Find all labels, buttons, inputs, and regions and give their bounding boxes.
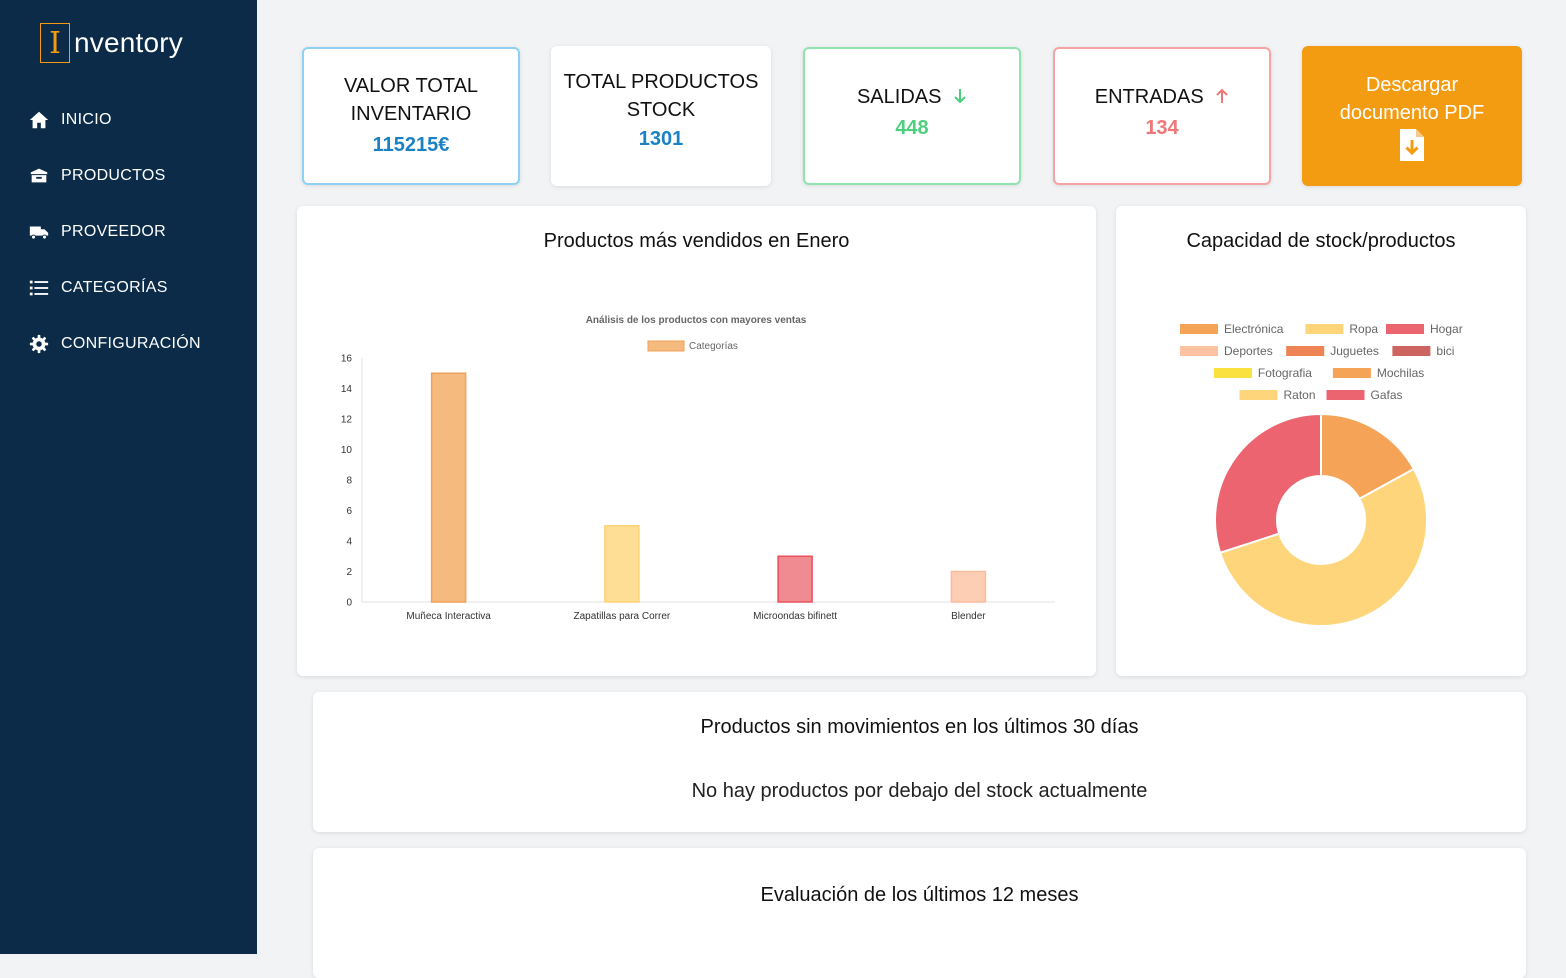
x-tick-label: Microondas bifinett (753, 611, 837, 622)
sidebar-item-label: INICIO (61, 111, 112, 128)
bar (604, 525, 640, 603)
stat-title: ENTRADAS (1095, 83, 1229, 111)
arrow-up-icon (1216, 88, 1228, 103)
empty-state-message: No hay productos por debajo del stock ac… (691, 780, 1148, 802)
stat-value: 448 (895, 117, 929, 139)
sidebar-item-proveedor[interactable]: PROVEEDOR (0, 204, 257, 260)
legend-label: Raton (1284, 388, 1316, 402)
entradas-label: ENTRADAS (1094, 86, 1204, 108)
panel-title: Productos sin movimientos en los últimos… (700, 716, 1139, 738)
y-tick-label: 16 (341, 354, 353, 365)
legend-swatch (1332, 368, 1371, 378)
legend-swatch (1180, 346, 1218, 356)
sidebar-item-configuracion[interactable]: CONFIGURACIÓN (0, 316, 257, 372)
bar-chart-panel: Productos más vendidos en Enero Análisis… (297, 206, 1096, 676)
legend-swatch (1239, 390, 1278, 400)
logo-letter: I (40, 23, 70, 63)
evaluation-panel: Evaluación de los últimos 12 meses (313, 848, 1526, 978)
sidebar-item-label: CATEGORÍAS (61, 279, 168, 296)
panel-title: Evaluación de los últimos 12 meses (760, 884, 1079, 906)
donut-slice (1214, 412, 1322, 555)
y-tick-label: 10 (341, 445, 353, 456)
legend-label: Juguetes (1330, 344, 1379, 358)
gear-icon (29, 334, 49, 354)
y-tick-label: 8 (346, 476, 352, 487)
stat-title: VALOR TOTAL (343, 75, 479, 97)
sidebar-nav: INICIO PRODUCTOS PROVEEDOR CATEGORÍAS CO… (0, 92, 257, 372)
salidas-label: SALIDAS (856, 86, 942, 108)
valor-total-card: VALOR TOTAL INVENTARIO 115215€ (302, 47, 520, 185)
legend-label: Mochilas (1377, 366, 1424, 380)
stat-title: TOTAL PRODUCTOS (563, 71, 759, 93)
sidebar-item-productos[interactable]: PRODUCTOS (0, 148, 257, 204)
list-icon (29, 280, 49, 296)
legend-swatch (1305, 324, 1344, 334)
legend-label: Categorías (689, 341, 738, 352)
y-tick-label: 14 (341, 384, 353, 395)
stat-title: STOCK (626, 99, 696, 121)
donut-chart: Electrónica Ropa Hogar Deportes Juguetes bici… (1180, 322, 1463, 627)
x-tick-label: Muñeca Interactiva (406, 611, 491, 622)
legend-label: Hogar (1430, 322, 1463, 336)
stat-value: 115215€ (372, 134, 450, 156)
arrow-down-icon (954, 89, 966, 104)
donut-slice (1218, 467, 1428, 627)
sidebar-item-label: CONFIGURACIÓN (61, 335, 201, 352)
app-logo[interactable]: I nventory (40, 22, 183, 64)
bar (950, 570, 987, 603)
legend-swatch (1213, 368, 1252, 378)
total-productos-card: TOTAL PRODUCTOS STOCK 1301 (551, 46, 771, 186)
chart-title: Análisis de los productos con mayores ve… (586, 315, 807, 326)
donut-chart-panel: Capacidad de stock/productos Electrónica… (1116, 206, 1526, 676)
legend-label: Fotografia (1258, 366, 1312, 380)
y-tick-label: 12 (341, 415, 353, 426)
legend-label: bici (1436, 344, 1454, 358)
file-download-icon (1400, 129, 1424, 161)
sidebar-item-label: PRODUCTOS (61, 167, 166, 184)
legend-swatch (647, 340, 685, 352)
truck-icon (29, 226, 49, 240)
pdf-title: documento PDF (1339, 102, 1485, 124)
stat-title: INVENTARIO (350, 103, 472, 125)
sidebar-item-categorias[interactable]: CATEGORÍAS (0, 260, 257, 316)
legend-swatch (1326, 390, 1365, 400)
sidebar-item-inicio[interactable]: INICIO (0, 92, 257, 148)
legend-swatch (1386, 324, 1424, 334)
y-tick-label: 2 (346, 567, 352, 578)
bar (430, 372, 467, 603)
legend-swatch (1392, 346, 1431, 356)
bar-chart: Análisis de los productos con mayores ve… (341, 315, 1055, 622)
donut-slice (1320, 412, 1416, 501)
logo-text: nventory (74, 27, 183, 58)
legend-swatch (1286, 346, 1325, 356)
download-pdf-button[interactable]: Descargar documento PDF (1302, 46, 1522, 186)
stat-value: 1301 (638, 128, 684, 150)
y-tick-label: 4 (346, 537, 352, 548)
x-tick-label: Zapatillas para Correr (574, 611, 671, 622)
legend-label: Ropa (1349, 322, 1378, 336)
sidebar-item-label: PROVEEDOR (61, 223, 166, 240)
legend-label: Gafas (1371, 388, 1403, 402)
box-icon (30, 168, 48, 183)
panel-title: Capacidad de stock/productos (1186, 230, 1456, 252)
y-tick-label: 0 (346, 598, 352, 609)
legend-label: Electrónica (1224, 322, 1284, 336)
bar (777, 555, 813, 603)
panel-title: Productos más vendidos en Enero (543, 230, 850, 252)
pdf-title: Descargar (1365, 74, 1459, 96)
y-tick-label: 6 (346, 506, 352, 517)
legend-label: Deportes (1224, 344, 1273, 358)
salidas-card: SALIDAS 448 (803, 47, 1021, 185)
stat-value: 134 (1145, 117, 1179, 139)
home-icon (29, 111, 49, 129)
stat-title: SALIDAS (857, 83, 967, 111)
legend-swatch (1180, 324, 1218, 334)
no-movement-panel: Productos sin movimientos en los últimos… (313, 692, 1526, 832)
x-tick-label: Blender (951, 611, 986, 622)
sidebar: I nventory INICIO PRODUCTOS PROVEEDOR CA… (0, 0, 257, 954)
entradas-card: ENTRADAS 134 (1053, 47, 1271, 185)
